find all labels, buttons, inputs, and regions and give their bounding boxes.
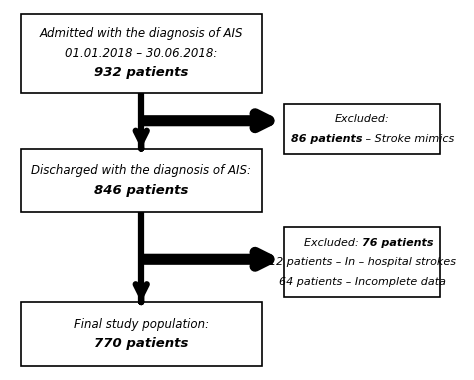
Text: Excluded:: Excluded: <box>335 114 390 124</box>
FancyBboxPatch shape <box>21 302 262 366</box>
Text: 12 patients – In – hospital strokes: 12 patients – In – hospital strokes <box>269 257 456 267</box>
Text: 86 patients: 86 patients <box>291 134 362 144</box>
Text: 64 patients – Incomplete data: 64 patients – Incomplete data <box>279 277 446 287</box>
Text: Final study population:: Final study population: <box>73 318 209 331</box>
FancyBboxPatch shape <box>21 14 262 93</box>
Text: 932 patients: 932 patients <box>94 66 188 79</box>
Text: Discharged with the diagnosis of AIS:: Discharged with the diagnosis of AIS: <box>31 165 251 177</box>
Text: Excluded:: Excluded: <box>304 238 362 248</box>
Text: Admitted with the diagnosis of AIS: Admitted with the diagnosis of AIS <box>39 27 243 40</box>
Text: 846 patients: 846 patients <box>94 184 188 197</box>
Text: 770 patients: 770 patients <box>94 337 188 350</box>
Text: – Stroke mimics: – Stroke mimics <box>362 134 455 144</box>
Text: 76 patients: 76 patients <box>362 238 434 248</box>
FancyBboxPatch shape <box>284 228 440 297</box>
FancyBboxPatch shape <box>284 104 440 154</box>
Text: 01.01.2018 – 30.06.2018:: 01.01.2018 – 30.06.2018: <box>65 47 218 60</box>
FancyBboxPatch shape <box>21 149 262 212</box>
